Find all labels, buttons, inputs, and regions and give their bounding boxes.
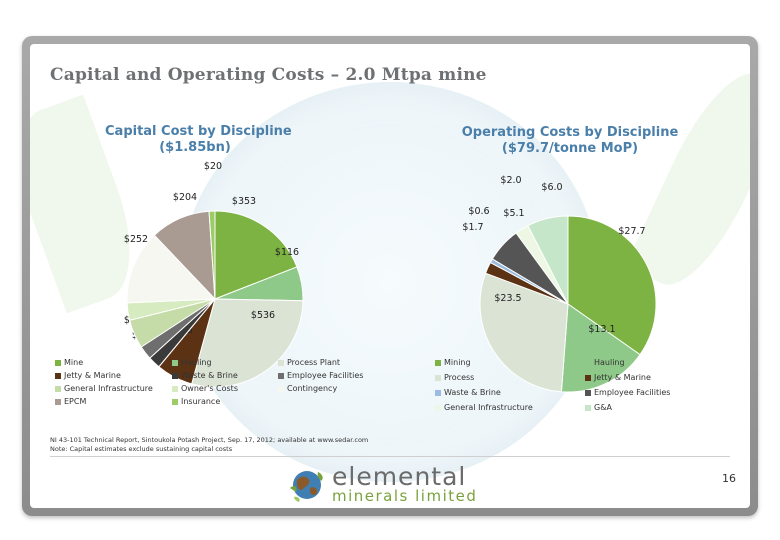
- legend-swatch: [585, 389, 591, 396]
- capital-chart-title-line1: Capital Cost by Discipline: [105, 124, 292, 139]
- source-line-2: Note: Capital estimates exclude sustaini…: [50, 445, 233, 453]
- pie-slice-process: [479, 272, 569, 393]
- pie-slice-mine: [214, 210, 298, 300]
- data-label: $20: [204, 161, 222, 172]
- legend-swatch: [585, 359, 591, 366]
- legend-item: General Infrastructure: [435, 403, 533, 412]
- data-label: $204: [173, 192, 197, 203]
- legend-label: Jetty & Marine: [594, 373, 651, 382]
- legend-swatch: [172, 385, 178, 392]
- data-label: $6.0: [541, 182, 562, 193]
- legend-item: Process: [435, 373, 474, 382]
- footer-divider: [50, 456, 730, 457]
- capital-chart-title: Capital Cost by Discipline ($1.85bn): [105, 124, 292, 156]
- legend-swatch: [435, 404, 441, 411]
- legend-item: EPCM: [55, 397, 86, 406]
- data-label: $0.6: [468, 206, 489, 217]
- capital-chart-subtitle: ($1.85bn): [159, 140, 231, 155]
- legend-swatch: [172, 398, 178, 405]
- slide-title: Capital and Operating Costs – 2.0 Mtpa m…: [50, 65, 487, 85]
- legend-item: Jetty & Marine: [585, 373, 651, 382]
- legend-item: Waste & Brine: [435, 388, 501, 397]
- legend-label: Owner's Costs: [181, 384, 238, 393]
- opex-pie: $27.7 $13.1 $23.5 $1.7 $0.6 $5.1 $2.0 $6.0: [462, 175, 657, 393]
- logo-text: elemental minerals limited: [332, 462, 478, 505]
- legend-item: Hauling: [585, 358, 625, 367]
- company-logo: elemental minerals limited: [288, 462, 478, 505]
- legend-item: Owner's Costs: [172, 384, 238, 393]
- data-label: $116: [275, 247, 299, 258]
- legend-label: Employee Facilities: [287, 371, 364, 380]
- legend-label: Waste & Brine: [444, 388, 501, 397]
- pie-slice-mining: [567, 215, 657, 356]
- logo-line-1: elemental: [332, 462, 467, 491]
- legend-item: General Infrastructure: [55, 384, 153, 393]
- legend-item: Process Plant: [278, 358, 340, 367]
- data-label: $13.1: [588, 324, 615, 335]
- legend-label: Mining: [444, 358, 471, 367]
- logo-line-2: minerals limited: [332, 487, 478, 505]
- legend-label: Hauling: [594, 358, 625, 367]
- legend-label: General Infrastructure: [64, 384, 153, 393]
- legend-label: Contingency: [287, 384, 338, 393]
- legend-swatch: [435, 389, 441, 396]
- legend-swatch: [172, 359, 178, 366]
- legend-item: Contingency: [278, 384, 337, 393]
- data-label: $2.0: [500, 175, 521, 186]
- legend-label: Waste & Brine: [181, 371, 238, 380]
- legend-swatch: [278, 372, 284, 379]
- legend-swatch: [435, 374, 441, 381]
- legend-swatch: [55, 385, 61, 392]
- legend-label: Employee Facilities: [594, 388, 671, 397]
- pie-slice-hauling: [560, 303, 641, 393]
- legend-label: Process Plant: [287, 358, 341, 367]
- legend-label: G&A: [594, 403, 612, 412]
- legend-swatch: [55, 398, 61, 405]
- capital-pie: $353$116$536$125$42$47$98$59$252$204$20: [124, 161, 304, 388]
- data-label: $353: [232, 196, 256, 207]
- globe-logo-icon: [290, 471, 323, 502]
- slide: Capital and Operating Costs – 2.0 Mtpa m…: [30, 44, 750, 508]
- pie-slice-g-a: [527, 215, 569, 305]
- pie-slice-contingency: [126, 234, 217, 304]
- legend-swatch: [55, 372, 61, 379]
- source-note: NI 43-101 Technical Report, Sintoukola P…: [50, 436, 368, 454]
- source-line-1: NI 43-101 Technical Report, Sintoukola P…: [50, 436, 369, 444]
- data-label: $536: [251, 310, 275, 321]
- opex-chart-title-line1: Operating Costs by Discipline: [461, 125, 679, 140]
- legend-item: Insurance: [172, 397, 220, 406]
- legend-label: Hauling: [181, 358, 212, 367]
- legend-label: Mine: [64, 358, 84, 367]
- pie-slice-insurance: [208, 210, 216, 300]
- legend-item: Mine: [55, 358, 83, 367]
- legend-swatch: [278, 359, 284, 366]
- data-label: $5.1: [503, 208, 524, 219]
- legend-label: EPCM: [64, 397, 87, 406]
- legend-swatch: [435, 359, 441, 366]
- legend-item: Mining: [435, 358, 471, 367]
- legend-item: Employee Facilities: [585, 388, 670, 397]
- legend-label: General Infrastructure: [444, 403, 533, 412]
- legend-item: Jetty & Marine: [55, 371, 121, 380]
- data-label: $27.7: [618, 226, 645, 237]
- data-label: $23.5: [494, 293, 521, 304]
- pie-slice-process-plant: [191, 298, 304, 388]
- legend-label: Insurance: [181, 397, 221, 406]
- legend-label: Process: [444, 373, 475, 382]
- legend-label: Jetty & Marine: [64, 371, 121, 380]
- legend-item: Waste & Brine: [172, 371, 238, 380]
- legend-swatch: [585, 404, 591, 411]
- page-number: 16: [722, 472, 736, 485]
- legend-item: Hauling: [172, 358, 212, 367]
- legend-item: G&A: [585, 403, 612, 412]
- legend-swatch: [172, 372, 178, 379]
- legend-swatch: [585, 374, 591, 381]
- opex-chart-subtitle: ($79.7/tonne MoP): [501, 141, 639, 156]
- legend-swatch: [55, 359, 61, 366]
- legend-swatch: [278, 385, 284, 392]
- data-label: $252: [124, 234, 148, 245]
- data-label: $1.7: [462, 222, 483, 233]
- opex-chart-title: Operating Costs by Discipline ($79.7/ton…: [455, 125, 685, 157]
- legend-item: Employee Facilities: [278, 371, 363, 380]
